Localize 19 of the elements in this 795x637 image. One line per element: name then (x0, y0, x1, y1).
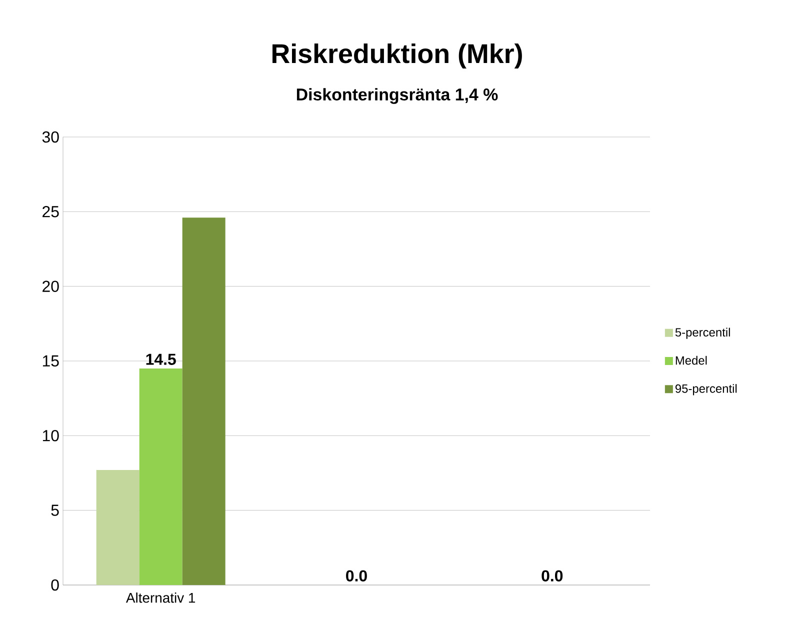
data-label: 0.0 (542, 570, 563, 582)
x-tick-label: Alternativ 1 (126, 592, 196, 603)
y-tick-label: 30 (42, 131, 59, 143)
y-tick-label: 25 (42, 206, 59, 218)
bar (139, 368, 182, 585)
data-label: 14.5 (146, 354, 176, 365)
bar (96, 470, 140, 585)
bar (182, 218, 226, 585)
data-label: 0.0 (346, 570, 367, 582)
y-tick-label: 20 (42, 280, 59, 292)
y-tick-label: 15 (42, 355, 59, 367)
chart-subtitle: Diskonteringsränta 1,4 % (296, 88, 498, 104)
chart-title: Riskreduktion (Mkr) (272, 43, 522, 69)
legend-label: 95-percentil (675, 384, 737, 396)
y-tick-label: 0 (51, 579, 59, 591)
y-tick-label: 5 (51, 504, 59, 516)
legend-label: Medel (676, 356, 707, 365)
legend-label: 5-percentil (675, 328, 730, 339)
y-tick-label: 10 (42, 430, 59, 442)
